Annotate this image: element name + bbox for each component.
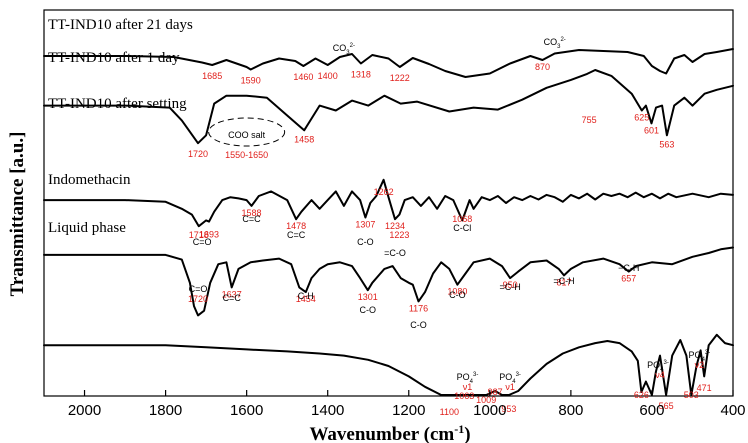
peak-annotation: 1063: [454, 391, 474, 401]
peak-annotation: 1458: [294, 134, 314, 144]
peak-annotation: =C-H: [499, 282, 520, 292]
peak-annotation: ν1: [505, 382, 515, 392]
peak-annotation: ν2: [695, 360, 705, 370]
peak-annotation: C=C: [223, 293, 242, 303]
peak-annotation: 1637: [222, 289, 242, 299]
peak-annotation: 1222: [390, 73, 410, 83]
series-label-2: TT-IND10 after setting: [48, 96, 187, 112]
x-tick-label: 600: [639, 402, 664, 419]
series-line-4: [43, 333, 734, 396]
series-label-3: Indomethacin: [48, 172, 131, 188]
peak-annotation: CO32-: [333, 43, 355, 56]
peak-annotation: 1460: [293, 72, 313, 82]
peak-annotation: =C-H: [553, 276, 574, 286]
peak-annotation: C-H: [298, 291, 314, 301]
peak-annotation: C-O: [410, 320, 427, 330]
peak-annotation: CO32-: [544, 37, 566, 50]
peak-annotation: C-O: [449, 290, 466, 300]
series-line-3: [43, 246, 734, 317]
peak-annotation: PO43-: [647, 360, 669, 373]
peak-annotation: =C-O: [384, 248, 406, 258]
peak-annotation: 1307: [355, 220, 375, 230]
x-tick-label: 800: [558, 402, 583, 419]
x-axis-ticks: 2000 1800 1600 1400 1200 1000 800 600 400: [68, 390, 746, 419]
peak-annotation: 1590: [241, 76, 261, 86]
series-label-1: TT-IND10 after 1 day: [48, 50, 180, 66]
peak-annotation: 1176: [409, 303, 428, 313]
peak-annotation: 503: [684, 390, 699, 400]
spectra-labels: TT-IND10 after 21 days TT-IND10 after 1 d…: [48, 17, 286, 236]
plot-border: [43, 9, 734, 397]
peak-annotation: 950: [503, 280, 518, 290]
x-tick-label: 1400: [311, 402, 344, 419]
peak-annotation: 1478: [286, 221, 306, 231]
peak-annotation: 1720: [188, 149, 208, 159]
coo-salt-ellipse: [208, 117, 286, 147]
peak-annotation: 1693: [199, 230, 219, 240]
peak-annotation: 1262: [374, 187, 394, 197]
peak-annotation: PO43-: [689, 350, 711, 363]
x-tick-label: 1000: [473, 402, 506, 419]
peak-annotation: C=O: [193, 237, 212, 247]
series-line-1: [43, 69, 734, 145]
peak-annotation: 626: [634, 390, 649, 400]
peak-annotation: 1301: [358, 292, 378, 302]
peak-annotation: 1550-1650: [225, 150, 268, 160]
peak-annotation: 563: [659, 139, 674, 149]
peak-annotation: 987: [488, 387, 503, 397]
peak-annotation: 1234: [385, 221, 405, 231]
peak-annotation: 817: [556, 277, 571, 287]
peak-annotation: 1100: [440, 407, 459, 417]
peak-annotation: C-O: [357, 237, 374, 247]
peak-annotation: 1223: [389, 230, 409, 240]
peak-annotation: C-Cl: [453, 223, 471, 233]
y-axis-label: Transmittance [a.u.]: [7, 132, 28, 297]
peak-annotation: 870: [535, 62, 550, 72]
x-tick-label: 1600: [230, 402, 263, 419]
peak-annotation: 471: [697, 383, 712, 393]
peak-annotation: 625: [634, 113, 649, 123]
x-axis-label-sup: -1: [454, 422, 464, 436]
peak-annotation: 953: [501, 404, 516, 414]
spectra-traces: [43, 48, 734, 396]
peak-annotation: COO salt: [228, 130, 266, 140]
peak-annotation: 755: [582, 115, 597, 125]
peak-annotation: PO43-: [457, 372, 479, 385]
x-tick-label: 1200: [392, 402, 425, 419]
x-axis-label: Wavenumber (cm-1): [309, 422, 470, 443]
peak-annotation: 565: [659, 401, 674, 411]
peak-annotation: 1685: [202, 71, 222, 81]
peak-annotation: C-O: [360, 305, 377, 315]
peak-annotation: 1400: [318, 71, 338, 81]
series-line-2: [43, 178, 734, 228]
peak-annotation: 1009: [476, 395, 496, 405]
peak-annotations: 1685 1590 1460 1400 1318 1222 870 CO32- CO32- 172…: [188, 37, 712, 417]
series-label-4: Liquid phase: [48, 220, 126, 236]
peak-annotation: C=C: [242, 214, 261, 224]
peak-annotation: 1318: [351, 70, 371, 80]
peak-annotation: PO43-: [499, 372, 521, 385]
plot-frame: [43, 9, 734, 397]
peak-annotation: C=C: [287, 230, 306, 240]
peak-annotation: C=O: [189, 284, 208, 294]
peak-annotation: 1718: [189, 230, 209, 240]
series-line-0: [43, 48, 734, 78]
peak-annotation: 1454: [296, 294, 316, 304]
peak-annotation: ν4: [655, 370, 665, 380]
peak-annotation: 1080: [447, 287, 467, 297]
peak-annotation: 601: [644, 125, 659, 135]
peak-annotation: ν1: [463, 382, 473, 392]
x-tick-label: 400: [720, 402, 745, 419]
peak-annotation: 657: [621, 274, 636, 284]
x-tick-label: 1800: [149, 402, 182, 419]
x-tick-label: 2000: [68, 402, 101, 419]
peak-annotation: 1588: [241, 208, 261, 218]
peak-annotation: 1068: [452, 214, 472, 224]
peak-annotation: 1720: [188, 294, 208, 304]
peak-annotation: −C-H: [618, 263, 639, 273]
series-label-0: TT-IND10 after 21 days: [48, 17, 193, 33]
